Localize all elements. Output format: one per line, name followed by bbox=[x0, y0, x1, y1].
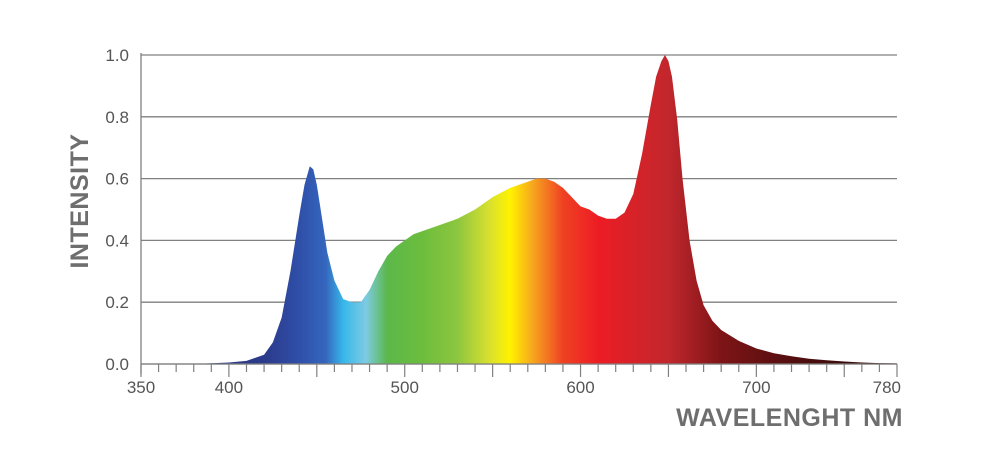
x-tick-label: 700 bbox=[742, 378, 770, 397]
y-tick-label: 0.0 bbox=[105, 355, 129, 374]
y-tick-label: 0.6 bbox=[105, 170, 129, 189]
axes bbox=[140, 53, 898, 377]
spectrum-area-layer bbox=[193, 55, 898, 364]
x-tick-label: 780 bbox=[873, 378, 901, 397]
y-axis-title: INTENSITY bbox=[66, 133, 94, 268]
y-tick-label: 0.4 bbox=[105, 231, 129, 250]
x-tick-label: 400 bbox=[215, 378, 243, 397]
spectrum-area bbox=[193, 55, 898, 364]
x-axis-title: WAVELENGHT NM bbox=[676, 404, 903, 432]
y-tick-label: 1.0 bbox=[105, 46, 129, 65]
y-tick-label: 0.2 bbox=[105, 293, 129, 312]
x-tick-label: 600 bbox=[566, 378, 594, 397]
x-tick-label: 500 bbox=[391, 378, 419, 397]
tick-labels: 0.0 0.2 0.4 0.6 0.8 1.0 350 400 500 600 700 780 bbox=[105, 46, 901, 397]
y-tick-label: 0.8 bbox=[105, 108, 129, 127]
x-tick-label: 350 bbox=[127, 378, 155, 397]
